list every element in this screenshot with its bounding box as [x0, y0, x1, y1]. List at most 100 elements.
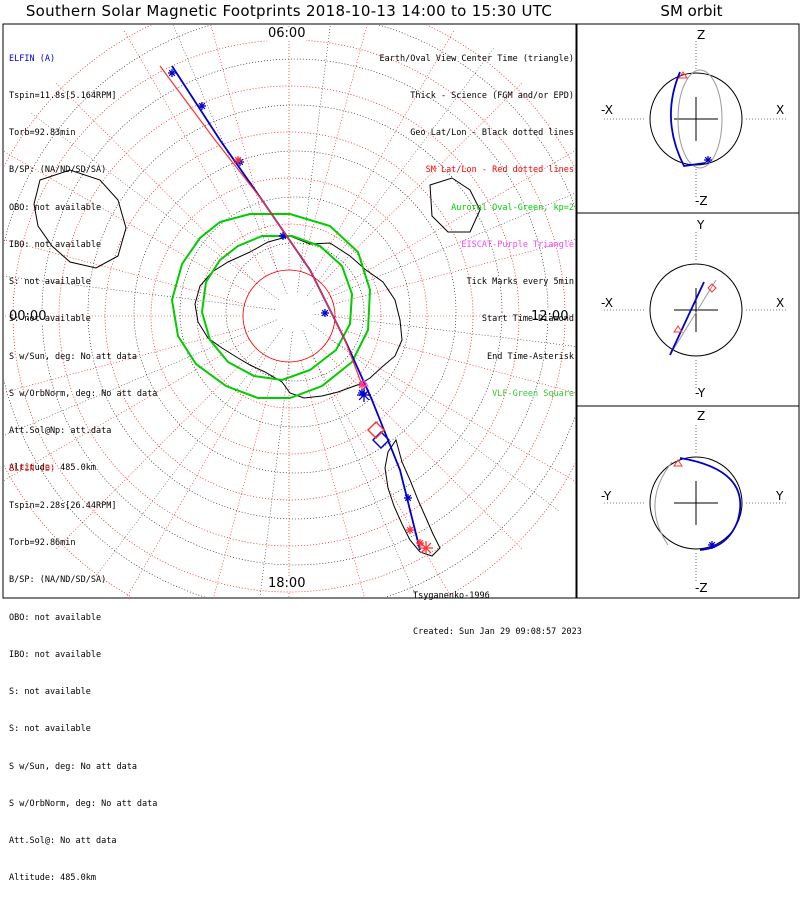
sm-lat-circle [150, 177, 428, 455]
elfin-a-line: Altitude: 485.0km [9, 463, 96, 474]
sm-lon-line [328, 338, 575, 482]
sm-axis-label: X [776, 296, 785, 310]
antarctica-coastline [194, 235, 403, 399]
track-tick-mark [234, 156, 242, 164]
sm-pole-circle [242, 269, 336, 363]
geo-lon-line [313, 192, 575, 305]
elfin-b-line: IBO: not available [9, 649, 102, 660]
elfin-b-line: Tspin=2.28s[26.44RPM] [9, 501, 117, 512]
legend-entry: Earth/Oval View Center Time (triangle) [379, 53, 574, 64]
elfin-a-info: ELFIN (A) Tspin=11.8s[5.164RPM] Torb=92.… [9, 28, 157, 487]
orbit-diamond [707, 283, 717, 293]
sm-lon-line [328, 150, 575, 294]
elfin-a-line: S w/Sun, deg: No att data [9, 351, 137, 362]
geo-lat-circle [179, 196, 411, 428]
track-tick-mark [168, 69, 176, 77]
elfin-a-line: S: not available [9, 314, 91, 325]
sm-lon-line [300, 25, 368, 272]
orbit-elfin-b-yz [654, 461, 673, 546]
orbit-elfin-a-yz [679, 457, 742, 551]
auroral-oval-inner [200, 235, 354, 382]
orbit-marker [673, 325, 683, 333]
sm-lon-line [321, 348, 523, 550]
footer-credit: Tsyganenko-1996 [413, 591, 490, 601]
orbit-elfin-a-xy [669, 281, 705, 356]
sm-axis-label: -X [601, 296, 613, 310]
sm-lon-line [55, 82, 257, 284]
eiscat-triangle [359, 379, 369, 387]
footer: Tsyganenko-1996 Created: Sun Jan 29 09:0… [413, 566, 582, 650]
elfin-b-line: S w/OrbNorm, deg: No att data [9, 798, 158, 809]
sm-lon-line [4, 327, 245, 393]
track-tick-mark [358, 381, 366, 389]
earth-circle [649, 263, 743, 357]
footer-created: Created: Sun Jan 29 09:08:57 2023 [413, 627, 582, 637]
geo-lon-line [96, 327, 284, 576]
end-asterisk [420, 542, 432, 554]
elfin-b-line: OBO: not available [9, 612, 102, 623]
sm-lon-line [210, 25, 278, 272]
auroral-oval-group [170, 213, 372, 399]
sm-orbit-frame [576, 23, 800, 599]
mlt-label-left: 00:00 [8, 309, 48, 324]
legend-entry: Auroral Oval-Green, kp=2 [451, 202, 574, 213]
sm-lon-line [333, 327, 575, 393]
africa-coastline [429, 177, 481, 233]
orbit-end-asterisk [704, 156, 712, 164]
geo-lat-circle [87, 104, 503, 520]
elfin-b-name: ELFIN (B) [9, 463, 56, 474]
start-diamond [367, 421, 385, 439]
elfin-a-name: ELFIN (A) [9, 53, 56, 64]
elfin-b-line: Att.Sol@: No att data [9, 836, 117, 846]
elfin-b-info: ELFIN (B) Tspin=2.28s[26.44RPM] Torb=92.… [9, 438, 157, 897]
legend-entry: VLF-Green Square [492, 388, 574, 399]
geo-lon-line [259, 331, 293, 597]
elfin-a-line: B/SP: (NA/ND/SD/SA) [9, 165, 107, 176]
legend-entry: EISCAT-Purple Triangle [461, 239, 574, 250]
mlt-label-top: 06:00 [267, 26, 307, 41]
sm-axis-label: Y [697, 218, 705, 232]
orbit-elfin-b-xy [669, 279, 717, 356]
sm-lon-line [333, 239, 575, 305]
orbit-elfin-a-xz [670, 71, 706, 167]
sm-lon-line [123, 30, 267, 277]
elfin-a-line: Torb=92.83min [9, 128, 76, 139]
mlt-label-right: 12:00 [530, 309, 570, 324]
map-frame [2, 23, 577, 599]
sm-lon-line [213, 360, 278, 597]
elfin-a-line: OBO: not available [9, 202, 102, 213]
sm-axis-label: Z [697, 409, 706, 423]
auroral-oval-outer [170, 213, 372, 399]
elfin-a-line: IBO: not available [9, 239, 102, 250]
orbit-marker [678, 71, 688, 79]
elfin-b-line: S w/Sun, deg: No att data [9, 761, 137, 772]
elfin-b-line: B/SP: (NA/ND/SD/SA) [9, 575, 107, 586]
track-line-elfin-b [159, 65, 363, 386]
elfin-tracks [159, 65, 433, 555]
sm-lon-line [311, 30, 455, 277]
elfin-b-line: S: not available [9, 687, 91, 698]
elfin-b-line: Altitude: 485.0km [9, 873, 96, 884]
sm-lon-line [311, 355, 452, 597]
sm-lon-line [4, 239, 245, 305]
mlt-label-bottom: 18:00 [267, 576, 307, 591]
sm-axis-label: -Y [695, 386, 706, 400]
track-tick-mark [406, 526, 414, 534]
sm-lat-circle [242, 269, 336, 363]
legend: Earth/Oval View Center Time (triangle) T… [380, 28, 574, 413]
track-tick-mark [198, 102, 206, 110]
sm-axis-label: Y [776, 489, 784, 503]
sm-axis-label: X [776, 103, 785, 117]
elfin-a-line: S w/OrbNorm, deg: No att data [9, 388, 158, 399]
sm-orbit-title: SM orbit [660, 2, 723, 20]
elfin-b-line: S: not available [9, 724, 91, 735]
end-asterisk [358, 389, 370, 401]
geo-lon-line [306, 48, 494, 297]
track-tick-mark [416, 539, 424, 547]
sm-lon-line [126, 355, 267, 597]
earth-circle [649, 456, 743, 550]
legend-entry: Tick Marks every 5min [466, 277, 574, 288]
sm-axis-label: -Z [695, 581, 708, 595]
legend-entry: SM Lat/Lon - Red dotted lines [425, 165, 574, 176]
geo-lon-line [172, 25, 288, 294]
